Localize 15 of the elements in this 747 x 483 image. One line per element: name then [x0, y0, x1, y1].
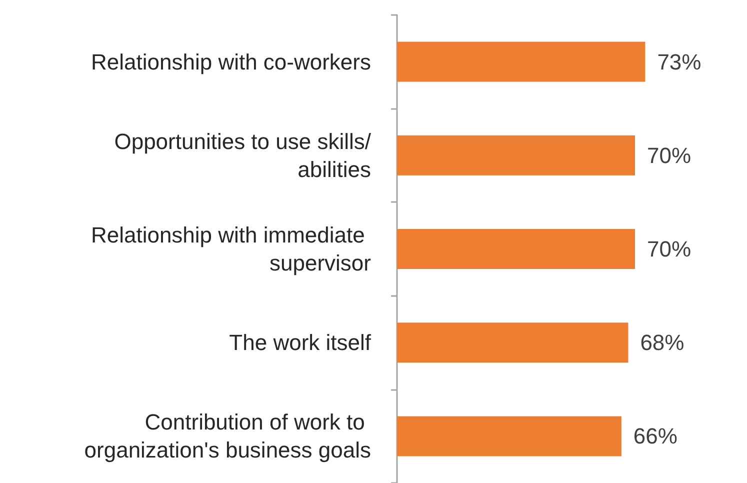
bar [397, 42, 646, 82]
data-label: 73% [657, 49, 702, 74]
bar [397, 135, 635, 176]
y-tick-label: Opportunities to use skills/abilities [114, 128, 372, 182]
bar [397, 416, 622, 456]
data-label: 70% [647, 236, 692, 262]
y-tick-label: Relationship with immediate supervisor [90, 222, 371, 276]
data-label: 70% [647, 142, 692, 168]
data-label: 68% [640, 330, 684, 356]
y-tick-label: Contribution of work to organization's business goals [84, 410, 371, 463]
bar [397, 229, 635, 269]
y-tick-label: Relationship with co-workers [91, 49, 371, 74]
bar [397, 322, 628, 363]
data-label: 66% [633, 424, 678, 449]
y-tick-label: The work itself [229, 330, 372, 356]
